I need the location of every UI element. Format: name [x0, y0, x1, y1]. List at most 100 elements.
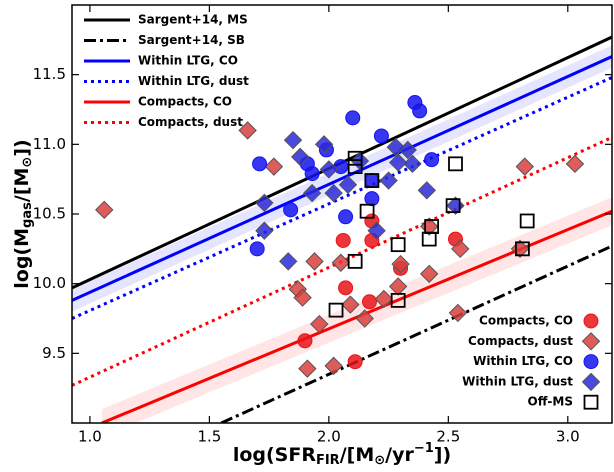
- x-tick-label: 1.0: [78, 428, 102, 446]
- point: [345, 110, 361, 126]
- point: [293, 288, 312, 307]
- legend-label: Compacts, CO: [138, 95, 232, 109]
- point: [388, 153, 408, 172]
- point: [388, 277, 408, 296]
- point: [305, 252, 324, 271]
- point: [361, 294, 377, 310]
- legend-label: Within LTG, CO: [473, 354, 573, 368]
- point: [386, 137, 405, 157]
- point: [95, 200, 114, 220]
- point: [249, 241, 265, 257]
- point: [347, 150, 363, 166]
- point: [304, 166, 320, 182]
- point: [297, 333, 313, 349]
- point: [448, 156, 463, 172]
- point: [347, 354, 363, 370]
- point: [420, 264, 439, 284]
- x-tick-label: 3.0: [556, 428, 580, 446]
- point: [341, 295, 360, 314]
- point: [424, 152, 440, 168]
- legend-label: Compacts, dust: [468, 334, 573, 348]
- point: [364, 191, 380, 207]
- legend-label: Compacts, dust: [138, 115, 243, 129]
- point: [390, 292, 406, 308]
- legend-marker: [581, 372, 601, 392]
- point: [347, 159, 363, 175]
- fit-line: [72, 76, 612, 320]
- point: [338, 209, 354, 225]
- legend-marker: [581, 332, 601, 351]
- point: [335, 232, 351, 248]
- point: [283, 202, 299, 218]
- point: [445, 198, 461, 214]
- y-tick-label: 10.0: [33, 274, 66, 292]
- point: [515, 157, 534, 176]
- legend-label: Sargent+14, MS: [138, 13, 248, 27]
- point: [338, 280, 354, 296]
- legend-label: Off-MS: [528, 395, 574, 409]
- point: [364, 173, 380, 188]
- point: [324, 356, 343, 376]
- x-tick-label: 2.0: [317, 428, 341, 446]
- point: [347, 253, 363, 269]
- point: [290, 147, 310, 167]
- point: [319, 160, 339, 179]
- legend-label: Within LTG, CO: [138, 54, 238, 68]
- point: [264, 157, 284, 176]
- point: [390, 237, 406, 253]
- point: [302, 183, 322, 203]
- point: [519, 213, 535, 229]
- fit-line: [220, 244, 612, 423]
- x-tick-label: 1.5: [197, 428, 221, 446]
- x-axis-label: log(SFRFIR/[M⊙/yr−1]): [233, 441, 451, 468]
- y-tick-label: 11.5: [33, 65, 66, 83]
- point: [279, 252, 298, 271]
- point: [355, 309, 374, 328]
- point: [324, 183, 343, 203]
- legend-label: Within LTG, dust: [462, 374, 573, 388]
- point: [424, 219, 440, 234]
- point: [403, 154, 422, 174]
- legend-marker: [583, 313, 599, 329]
- fit-line: [72, 55, 612, 302]
- point: [331, 253, 351, 272]
- point: [391, 254, 410, 274]
- point: [328, 302, 344, 318]
- point: [514, 241, 530, 257]
- point: [367, 221, 386, 240]
- point: [565, 154, 585, 174]
- point: [379, 171, 398, 190]
- point: [238, 121, 257, 140]
- plot-area: [72, 35, 612, 423]
- point: [338, 175, 358, 194]
- y-tick-label: 10.5: [33, 205, 66, 223]
- point: [448, 303, 468, 323]
- point: [417, 181, 437, 200]
- point: [373, 128, 389, 144]
- point: [252, 156, 268, 172]
- legend-marker: [583, 354, 599, 370]
- point: [283, 130, 303, 150]
- y-axis-label: log(Mgas/[M⊙]): [11, 139, 35, 288]
- point: [364, 173, 380, 189]
- legend-label: Sargent+14, SB: [138, 33, 245, 47]
- y-tick-label: 11.0: [33, 135, 66, 153]
- legend-label: Within LTG, dust: [138, 74, 249, 88]
- fit-band: [101, 197, 612, 423]
- point: [314, 135, 334, 154]
- point: [359, 203, 375, 219]
- point: [310, 314, 329, 334]
- legend-label: Compacts, CO: [479, 314, 573, 328]
- y-tick-label: 9.5: [42, 344, 66, 362]
- point: [255, 221, 274, 240]
- point: [298, 359, 317, 378]
- point: [412, 103, 428, 119]
- point: [451, 239, 470, 259]
- legend-marker: [583, 394, 599, 410]
- point: [255, 193, 274, 213]
- point: [374, 289, 394, 309]
- fit-line: [72, 136, 612, 387]
- x-tick-label: 2.5: [436, 428, 460, 446]
